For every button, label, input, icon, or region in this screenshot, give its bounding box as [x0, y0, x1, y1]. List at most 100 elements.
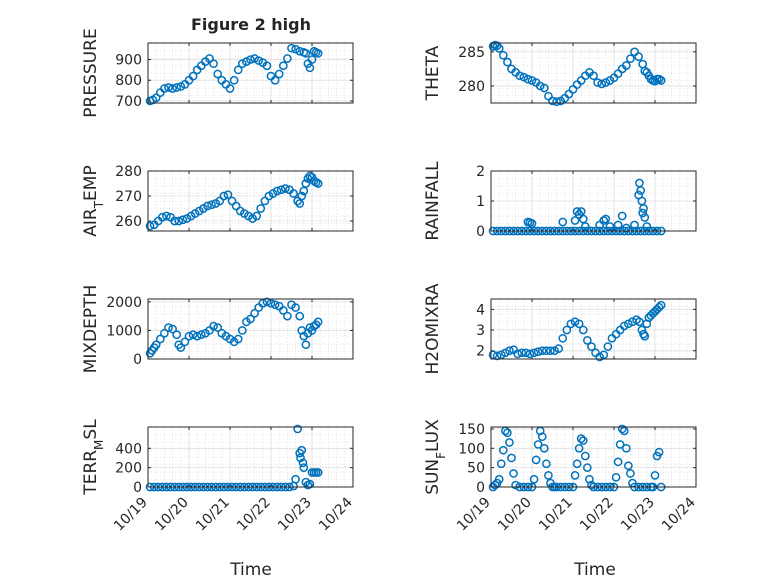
data-point — [151, 93, 161, 103]
data-point — [307, 55, 317, 64]
data-point — [503, 428, 512, 438]
data-point — [626, 54, 635, 64]
data-point — [168, 84, 177, 93]
data-point — [501, 348, 510, 358]
data-point — [656, 300, 666, 310]
data-point — [513, 349, 523, 359]
data-point — [172, 330, 182, 340]
data-point — [626, 469, 635, 478]
data-point — [554, 344, 564, 354]
data-point — [281, 184, 290, 193]
data-point — [533, 347, 543, 357]
data-point — [196, 330, 206, 340]
data-point — [605, 222, 615, 231]
data-point — [291, 303, 300, 312]
data-point — [535, 81, 545, 91]
data-point — [213, 69, 223, 79]
axes-box — [147, 426, 354, 488]
x-tick-label: 10/22 — [577, 495, 617, 535]
data-point — [615, 440, 625, 449]
x-tick-label: 10/19 — [111, 495, 151, 535]
axes-box — [490, 298, 697, 360]
data-point — [176, 343, 186, 352]
data-point — [180, 337, 190, 347]
x-axis-label-right: Time — [573, 560, 616, 580]
data-point — [256, 204, 266, 213]
data-point — [225, 84, 235, 93]
data-point — [307, 326, 317, 335]
data-point — [295, 311, 305, 321]
data-point — [509, 469, 518, 478]
data-point — [595, 352, 605, 362]
axes-box — [147, 298, 354, 360]
y-tick-label: 0 — [133, 480, 142, 496]
data-point — [578, 436, 588, 445]
data-point — [542, 346, 551, 356]
axes-box — [490, 42, 697, 104]
x-tick-label: 10/19 — [454, 495, 494, 535]
data-point — [274, 69, 284, 79]
data-point — [254, 56, 264, 65]
data-point — [246, 55, 255, 64]
y-tick-label: 0 — [476, 224, 485, 240]
data-point — [548, 96, 557, 106]
y-tick-label: 0 — [476, 480, 485, 496]
data-point — [511, 480, 520, 490]
data-point — [168, 324, 177, 334]
data-point — [237, 59, 247, 69]
y-tick-label: 700 — [115, 94, 142, 110]
data-point — [537, 346, 547, 356]
data-point — [639, 204, 648, 213]
data-point — [533, 440, 543, 449]
subplot-rainfall: 0 1 2 RAINFALL — [423, 161, 697, 241]
data-point — [313, 317, 323, 327]
data-point — [164, 83, 173, 92]
data-point — [301, 179, 311, 188]
data-point — [523, 74, 533, 84]
subplot-grid: 700 800 900 PRESSURE 280 285 THETA 260 270 280 AIR… — [81, 28, 699, 534]
data-point — [295, 199, 305, 208]
data-point — [207, 200, 216, 210]
data-point — [293, 424, 302, 434]
data-point — [283, 54, 292, 63]
subplot-theta: 280 285 THETA — [423, 40, 697, 106]
y-tick-label: 1000 — [106, 323, 142, 339]
data-point — [640, 331, 650, 341]
data-point — [539, 83, 549, 93]
data-point — [276, 185, 286, 195]
data-point — [233, 65, 243, 75]
data-point — [160, 328, 169, 338]
figure-title: Figure 2 high — [191, 15, 311, 34]
data-point — [611, 472, 621, 482]
data-point — [552, 97, 561, 106]
data-point — [262, 61, 272, 71]
data-point — [634, 52, 643, 61]
data-point — [213, 323, 223, 332]
data-point — [192, 331, 202, 341]
data-point — [656, 76, 666, 85]
data-point — [654, 302, 664, 312]
data-point — [291, 474, 300, 484]
data-point — [527, 219, 537, 228]
data-point — [283, 311, 292, 321]
subplot-air-temp: 260 270 280 AIRTEMP — [81, 164, 354, 237]
data-point — [531, 455, 541, 465]
y-axis-label: RAINFALL — [423, 161, 443, 241]
data-point — [558, 217, 568, 227]
data-point — [587, 342, 596, 351]
y-axis-label: AIRTEMP — [81, 165, 106, 236]
y-axis-label: SUNFLUX — [423, 419, 448, 495]
data-point — [546, 346, 555, 356]
y-tick-label: 2 — [476, 164, 485, 180]
data-point — [570, 471, 580, 480]
data-point — [178, 215, 188, 225]
y-tick-label: 280 — [115, 164, 142, 180]
data-point — [291, 44, 300, 54]
subplot-mixdepth: 0 1000 2000 MIXDEPTH — [81, 285, 354, 373]
data-point — [613, 220, 623, 230]
data-point — [576, 434, 586, 443]
data-point — [496, 350, 506, 360]
data-point — [494, 474, 504, 484]
data-point — [636, 186, 646, 195]
